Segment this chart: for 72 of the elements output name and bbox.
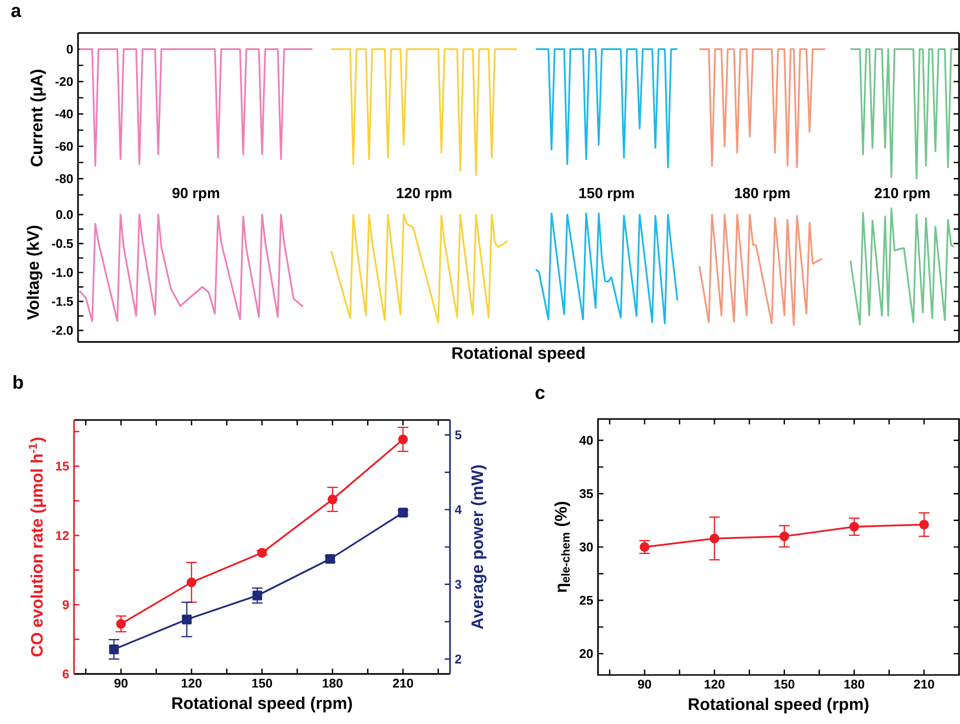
annotation: 180 rpm xyxy=(735,188,790,202)
point xyxy=(186,577,196,588)
point xyxy=(257,548,267,558)
x-tick-label: 180 xyxy=(844,680,864,689)
y-axis-title: CO evolution rate (μmol h$^{-1}$) xyxy=(28,438,46,656)
x-tick-label: 210 xyxy=(914,680,934,689)
x-axis-title: Rotational speed (rpm) xyxy=(172,696,352,712)
y-tick-label: -60 xyxy=(55,142,73,151)
line-series xyxy=(534,48,678,168)
point xyxy=(710,534,720,544)
y-tick-label: 15 xyxy=(56,462,69,471)
point xyxy=(779,531,790,542)
line-series xyxy=(698,214,824,326)
point xyxy=(116,619,126,629)
y-tick-label: -80 xyxy=(55,174,73,184)
y-tick-label: -2.0 xyxy=(52,326,73,335)
point xyxy=(328,494,338,504)
line-series xyxy=(850,48,956,180)
y2-tick-label: 4 xyxy=(454,505,462,514)
y-tick-label: -20 xyxy=(55,77,73,86)
y-tick-label: 12 xyxy=(56,531,69,540)
point xyxy=(398,434,408,444)
y-tick-label: 25 xyxy=(580,596,593,605)
x-tick-label: 90 xyxy=(638,680,652,689)
x-tick-label: 120 xyxy=(182,678,202,688)
annotation: 210 rpm xyxy=(874,188,930,202)
y-tick-label: -40 xyxy=(55,109,73,118)
annotation: 120 rpm xyxy=(396,188,452,202)
y-tick-label: 30 xyxy=(580,542,593,552)
y-tick-label: 20 xyxy=(580,649,593,658)
point xyxy=(849,522,860,532)
x-tick-label: 120 xyxy=(704,680,724,689)
point xyxy=(109,644,119,654)
y-axis-title: Voltage (kV) xyxy=(26,226,42,320)
y-tick-label: -0.5 xyxy=(52,239,73,248)
y-axis-title: η$_{ele-chem}$ (%) xyxy=(554,502,570,592)
y2-tick-label: 5 xyxy=(455,430,462,440)
y2-tick-label: 3 xyxy=(455,580,462,589)
y-tick-label: 0 xyxy=(66,44,73,54)
line-series xyxy=(78,214,304,322)
point xyxy=(182,614,192,624)
y-tick-label: 0.0 xyxy=(56,210,73,220)
line-series xyxy=(330,48,518,176)
y-tick-label: 6 xyxy=(62,670,69,678)
annotation: 150 rpm xyxy=(579,188,634,202)
point xyxy=(252,590,262,600)
x-axis-title: Rotational speed (rpm) xyxy=(688,698,868,714)
y-tick-label: 9 xyxy=(62,600,69,610)
x-tick-label: 180 xyxy=(322,678,343,688)
y2-axis-title: Average power (mW) xyxy=(470,465,487,630)
y-tick-label: 40 xyxy=(579,436,593,445)
x-tick-label: 150 xyxy=(774,680,794,689)
x-tick-label: 90 xyxy=(114,678,128,688)
y2-tick-label: 2 xyxy=(455,654,462,664)
chart-title: c xyxy=(536,388,545,400)
point xyxy=(919,520,929,530)
line-series xyxy=(330,214,508,324)
line-series xyxy=(534,212,678,324)
y-tick-label: -1.0 xyxy=(52,268,73,277)
annotation: 90 rpm xyxy=(172,188,220,202)
line-series xyxy=(78,48,314,167)
x-axis-title: Rotational speed xyxy=(452,346,585,362)
line-series xyxy=(850,207,956,326)
line-series xyxy=(698,48,826,168)
x-tick-label: 150 xyxy=(252,678,272,688)
x-tick-label: 210 xyxy=(392,678,414,688)
y-axis-title: Current (μA) xyxy=(30,70,46,166)
point xyxy=(398,508,408,518)
chart-title: a xyxy=(11,6,22,18)
y-tick-label: -1.5 xyxy=(52,297,73,306)
chart-title: b xyxy=(14,375,23,389)
y-tick-label: 35 xyxy=(580,489,593,498)
